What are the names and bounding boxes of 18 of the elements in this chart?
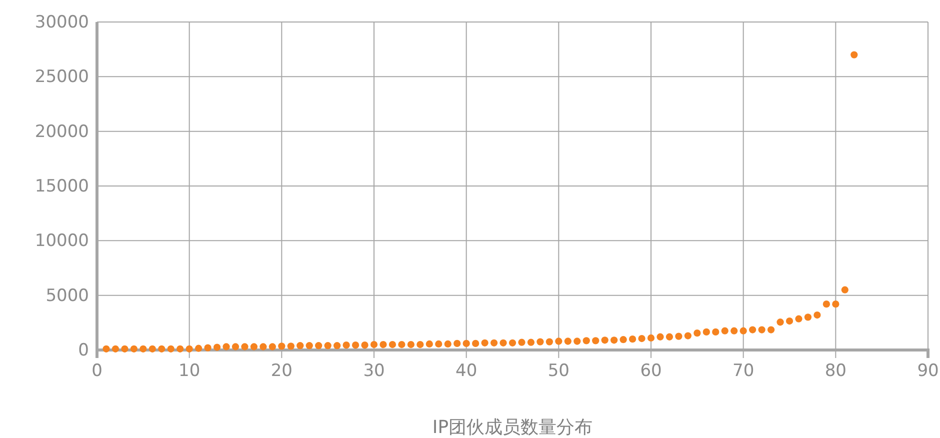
x-tick-label: 90: [917, 361, 939, 382]
x-tick-label: 30: [363, 361, 385, 382]
x-tick-label: 0: [92, 361, 102, 382]
y-tick-label: 30000: [34, 12, 89, 32]
x-tick-label: 60: [640, 361, 662, 382]
x-tick-label: 10: [178, 361, 200, 382]
y-tick-label: 20000: [34, 122, 89, 142]
y-tick-label: 0: [78, 340, 89, 360]
y-tick-label: 10000: [34, 231, 89, 252]
y-tick-label: 5000: [46, 286, 89, 306]
x-tick-label: 20: [270, 361, 292, 382]
x-axis-title: IP团伙成员数量分布: [432, 417, 593, 438]
x-tick-label: 70: [732, 361, 754, 382]
y-tick-label: 15000: [34, 176, 89, 196]
y-tick-label: 25000: [34, 67, 89, 88]
x-tick-label: 40: [456, 361, 478, 382]
x-tick-label: 50: [548, 361, 570, 382]
x-tick-label: 80: [824, 361, 846, 382]
